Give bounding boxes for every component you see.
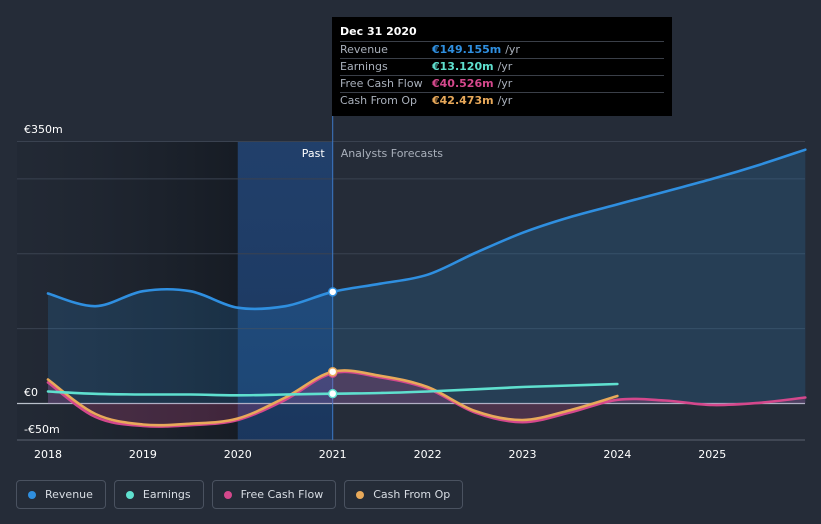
- free-cash-flow-area: [48, 371, 806, 427]
- y-tick-label: €350m: [24, 123, 63, 136]
- tooltip-value: €13.120m: [432, 60, 494, 73]
- x-tick-label: 2025: [698, 448, 726, 461]
- tooltip-label: Revenue: [340, 43, 388, 56]
- legend-label: Revenue: [45, 488, 93, 501]
- earnings-marker: [327, 388, 338, 399]
- y-tick-label: €0: [24, 386, 38, 399]
- tooltip-unit: /yr: [505, 43, 520, 56]
- x-tick-label: 2018: [34, 448, 62, 461]
- earnings-dot-icon: [125, 490, 134, 499]
- x-tick-label: 2021: [319, 448, 347, 461]
- past-highlight-region: [237, 141, 333, 440]
- cash-from-op-dot-icon: [356, 490, 365, 499]
- tooltip-row-free-cash-flow: Free Cash Flow €40.526m /yr: [340, 75, 664, 92]
- free-cash-flow-line: [46, 370, 807, 428]
- legend-item-revenue[interactable]: Revenue: [16, 480, 106, 509]
- legend-item-cash-from-op[interactable]: Cash From Op: [344, 480, 464, 509]
- tooltip: Dec 31 2020 Revenue €149.155m /yr Earnin…: [332, 17, 672, 116]
- legend: Revenue Earnings Free Cash Flow Cash Fro…: [16, 480, 471, 509]
- tooltip-unit: /yr: [497, 60, 513, 73]
- y-tick-label: -€50m: [24, 423, 60, 436]
- tooltip-value: €42.473m: [432, 94, 494, 107]
- x-tick-label: 2019: [129, 448, 157, 461]
- tooltip-value: €40.526m: [432, 77, 494, 90]
- tooltip-label: Cash From Op: [340, 94, 418, 107]
- tooltip-unit: /yr: [497, 94, 513, 107]
- free-cash-flow-dot-icon: [223, 490, 232, 499]
- x-tick-label: 2024: [603, 448, 631, 461]
- tooltip-row-earnings: Earnings €13.120m /yr: [340, 58, 664, 75]
- revenue-area: [48, 149, 806, 404]
- legend-label: Earnings: [142, 488, 191, 501]
- revenue-dot-icon: [28, 490, 36, 499]
- tooltip-label: Earnings: [340, 60, 388, 73]
- legend-item-free-cash-flow[interactable]: Free Cash Flow: [211, 480, 337, 509]
- legend-item-earnings[interactable]: Earnings: [113, 480, 204, 509]
- financial-chart: €350m €0 -€50m 2018 2019 2020 2021 2022 2023 2024…: [17, 20, 807, 461]
- tooltip-value: €149.155m: [432, 43, 502, 56]
- revenue-line: [46, 148, 807, 311]
- tooltip-row-revenue: Revenue €149.155m /yr: [340, 41, 664, 58]
- legend-label: Cash From Op: [373, 488, 451, 501]
- forecast-label: Analysts Forecasts: [341, 147, 444, 160]
- x-tick-label: 2020: [224, 448, 252, 461]
- past-region: [17, 141, 238, 440]
- tooltip-date: Dec 31 2020: [340, 25, 417, 38]
- tooltip-label: Free Cash Flow: [340, 77, 423, 90]
- x-tick-label: 2022: [414, 448, 442, 461]
- x-tick-label: 2023: [509, 448, 537, 461]
- past-label: Past: [302, 147, 326, 160]
- tooltip-row-cash-from-op: Cash From Op €42.473m /yr: [340, 92, 664, 109]
- tooltip-unit: /yr: [497, 77, 513, 90]
- cash-from-op-marker: [327, 366, 338, 377]
- legend-label: Free Cash Flow: [240, 488, 324, 501]
- revenue-marker: [327, 287, 338, 297]
